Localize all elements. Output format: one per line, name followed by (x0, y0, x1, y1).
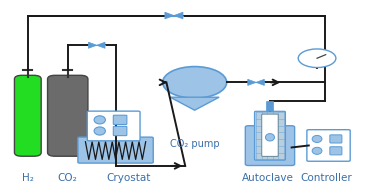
FancyBboxPatch shape (48, 75, 88, 156)
FancyBboxPatch shape (254, 111, 285, 160)
Text: CO₂: CO₂ (58, 173, 77, 183)
FancyBboxPatch shape (262, 114, 278, 156)
Circle shape (163, 67, 227, 98)
FancyBboxPatch shape (78, 137, 153, 163)
Polygon shape (174, 12, 183, 19)
FancyBboxPatch shape (245, 126, 294, 165)
Text: CO₂ pump: CO₂ pump (170, 139, 220, 149)
FancyBboxPatch shape (113, 115, 127, 125)
FancyBboxPatch shape (330, 135, 342, 143)
Ellipse shape (265, 134, 274, 141)
Text: Autoclave: Autoclave (242, 173, 294, 183)
FancyBboxPatch shape (330, 147, 342, 155)
Ellipse shape (312, 147, 322, 154)
Polygon shape (165, 12, 174, 19)
Polygon shape (248, 79, 256, 85)
FancyBboxPatch shape (87, 111, 140, 141)
FancyBboxPatch shape (113, 126, 127, 136)
Text: H₂: H₂ (22, 173, 34, 183)
FancyBboxPatch shape (307, 130, 350, 161)
Polygon shape (256, 79, 264, 85)
Polygon shape (97, 42, 105, 48)
Text: Cryostat: Cryostat (107, 173, 151, 183)
Ellipse shape (94, 127, 105, 135)
Ellipse shape (312, 135, 322, 142)
Circle shape (298, 49, 336, 68)
Ellipse shape (94, 116, 105, 124)
Polygon shape (88, 42, 97, 48)
FancyBboxPatch shape (14, 75, 41, 156)
FancyBboxPatch shape (266, 102, 274, 111)
Text: Controller: Controller (301, 173, 352, 183)
Polygon shape (170, 97, 219, 110)
